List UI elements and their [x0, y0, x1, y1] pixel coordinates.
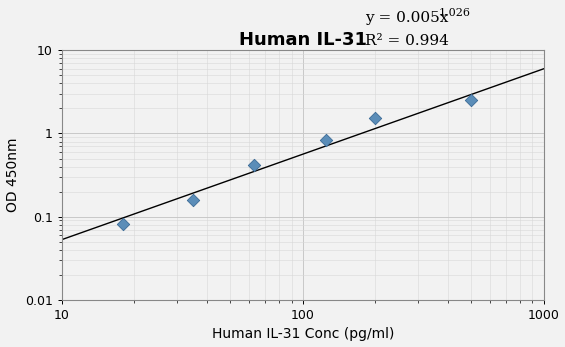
Point: [371, 115, 380, 120]
Y-axis label: OD 450nm: OD 450nm: [6, 138, 20, 212]
Point: [321, 137, 331, 143]
Title: Human IL-31: Human IL-31: [239, 31, 367, 49]
Text: R² = 0.994: R² = 0.994: [366, 34, 449, 48]
Point: [119, 221, 128, 227]
X-axis label: Human IL-31 Conc (pg/ml): Human IL-31 Conc (pg/ml): [211, 328, 394, 341]
Text: 1.026: 1.026: [439, 8, 471, 18]
Text: y = 0.005x: y = 0.005x: [366, 11, 449, 25]
Point: [250, 162, 259, 168]
Point: [189, 197, 198, 202]
Point: [467, 98, 476, 103]
